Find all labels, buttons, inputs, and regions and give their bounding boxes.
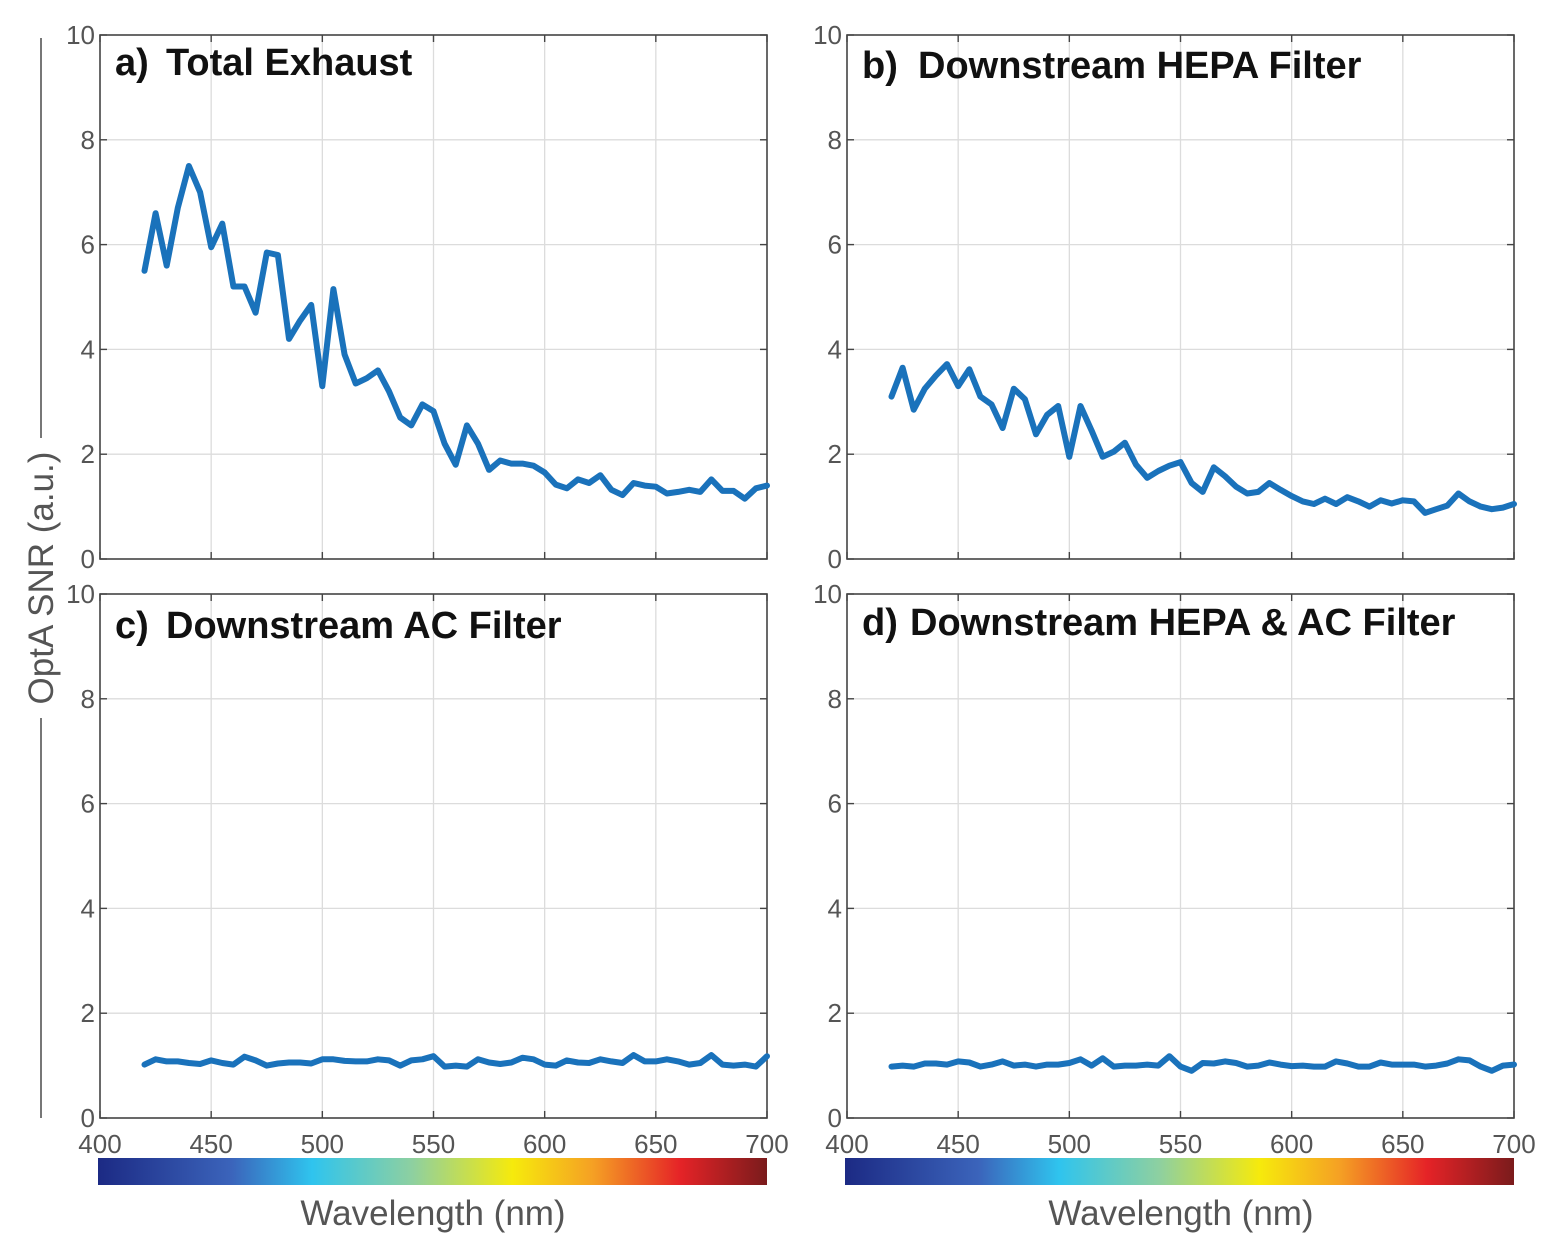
panel-d-xtick-label-6: 700 — [1492, 1129, 1535, 1159]
panel-d-letter: d) — [862, 602, 898, 644]
panel-c-xtick-label-5: 650 — [634, 1129, 677, 1159]
panel-d-ytick-label-3: 6 — [828, 789, 842, 819]
panel-c-ytick-label-5: 10 — [66, 579, 95, 609]
panel-a-ytick-label-0: 0 — [81, 544, 95, 574]
panel-c-ytick-label-1: 2 — [81, 998, 95, 1028]
panel-c: 0 2 4 6 8 10 400 450 500 550 600 650 700 c) Downstr… — [66, 579, 789, 1233]
panel-b-title: Downstream HEPA Filter — [918, 45, 1362, 87]
panel-d-ytick-label-2: 4 — [828, 893, 842, 923]
panel-b-y-ticks: 0 2 4 6 8 10 — [813, 20, 1515, 574]
panel-a-y-ticks: 0 2 4 6 8 10 — [66, 20, 768, 574]
panel-d-title: Downstream HEPA & AC Filter — [910, 602, 1456, 644]
panel-d-ytick-label-4: 8 — [828, 684, 842, 714]
panel-d-xtick-label-1: 450 — [936, 1129, 979, 1159]
panel-b-ytick-label-4: 8 — [828, 125, 842, 155]
panel-d-x-ticks: 400 450 500 550 600 650 700 — [825, 1129, 1535, 1159]
panel-d-y-ticks: 0 2 4 6 8 10 — [813, 579, 1515, 1133]
panel-d-spectrum-bar — [845, 1158, 1514, 1185]
panel-c-xtick-label-6: 700 — [745, 1129, 788, 1159]
panel-c-title: Downstream AC Filter — [166, 605, 562, 647]
panel-c-xtick-label-2: 500 — [301, 1129, 344, 1159]
y-axis-label-group: OptA SNR (a.u.) — [22, 38, 61, 1118]
panel-c-y-ticks: 0 2 4 6 8 10 — [66, 579, 768, 1133]
y-axis-label: OptA SNR (a.u.) — [22, 452, 61, 705]
panel-a-ytick-label-1: 2 — [81, 439, 95, 469]
panel-c-grid — [100, 594, 767, 1118]
panel-b-letter: b) — [862, 45, 898, 87]
panel-d-xtick-label-4: 600 — [1270, 1129, 1313, 1159]
panel-a-snr-line — [141, 163, 770, 502]
panel-d-x-axis-label: Wavelength (nm) — [1048, 1194, 1313, 1233]
panel-c-ytick-label-0: 0 — [81, 1103, 95, 1133]
panel-b-grid — [847, 35, 1514, 559]
panel-a: 0 2 4 6 8 10 a) Total Exhaust — [66, 20, 770, 574]
panel-a-title: Total Exhaust — [166, 42, 413, 84]
panel-d-ytick-label-0: 0 — [828, 1103, 842, 1133]
panel-c-ytick-label-4: 8 — [81, 684, 95, 714]
panel-c-ytick-label-2: 4 — [81, 893, 95, 923]
panel-d-xtick-label-5: 650 — [1381, 1129, 1424, 1159]
panel-a-ytick-label-3: 6 — [81, 230, 95, 260]
panel-a-ytick-label-5: 10 — [66, 20, 95, 50]
panel-c-xtick-label-0: 400 — [78, 1129, 121, 1159]
panel-b-ytick-label-1: 2 — [828, 439, 842, 469]
panel-c-xtick-label-3: 550 — [412, 1129, 455, 1159]
panel-a-ytick-label-2: 4 — [81, 334, 95, 364]
panel-c-spectrum-bar — [98, 1158, 767, 1185]
panel-b-snr-line — [888, 361, 1517, 516]
panel-a-letter: a) — [115, 42, 149, 84]
panel-a-ytick-label-4: 8 — [81, 125, 95, 155]
panel-b: 0 2 4 6 8 10 b) Downstream HEPA Filter — [813, 20, 1517, 574]
panel-b-ytick-label-2: 4 — [828, 334, 842, 364]
panel-d-ytick-label-5: 10 — [813, 579, 842, 609]
panel-d-snr-line — [888, 1053, 1517, 1074]
panel-d-xtick-label-3: 550 — [1159, 1129, 1202, 1159]
panel-b-ytick-label-5: 10 — [813, 20, 842, 50]
panel-b-ytick-label-0: 0 — [828, 544, 842, 574]
panel-c-snr-line — [141, 1052, 770, 1070]
panel-b-ytick-label-3: 6 — [828, 230, 842, 260]
panel-d-ytick-label-1: 2 — [828, 998, 842, 1028]
panel-d-xtick-label-2: 500 — [1048, 1129, 1091, 1159]
panel-c-letter: c) — [115, 605, 149, 647]
panel-d-xtick-label-0: 400 — [825, 1129, 868, 1159]
panel-c-x-axis-label: Wavelength (nm) — [300, 1194, 565, 1233]
panel-c-ytick-label-3: 6 — [81, 789, 95, 819]
panel-c-xtick-label-4: 600 — [523, 1129, 566, 1159]
panel-d: 0 2 4 6 8 10 400 450 500 550 600 650 700 d) Downstr… — [813, 579, 1536, 1233]
panel-c-xtick-label-1: 450 — [189, 1129, 232, 1159]
panel-d-grid — [847, 594, 1514, 1118]
panel-a-grid — [100, 35, 767, 559]
panel-c-x-ticks: 400 450 500 550 600 650 700 — [78, 1129, 788, 1159]
